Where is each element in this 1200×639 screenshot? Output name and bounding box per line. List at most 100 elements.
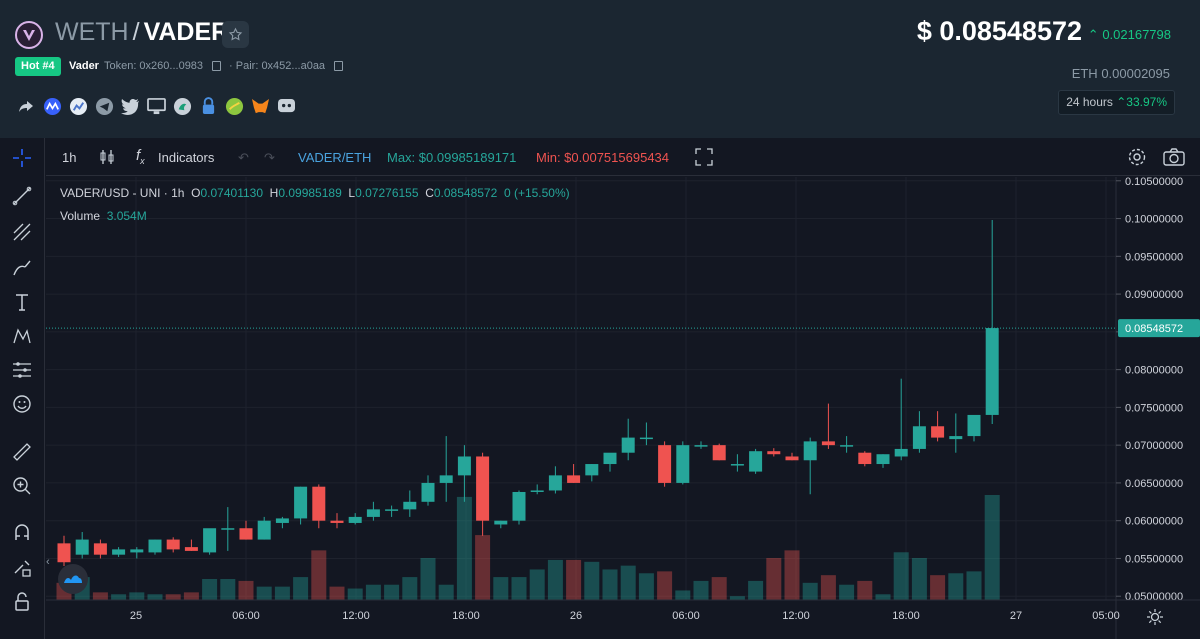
volume-bar	[92, 592, 108, 600]
legend-open: 0.07401130	[200, 186, 263, 200]
volume-bar	[293, 577, 309, 600]
chart-toolbar: 1h fx Indicators ↶ ↷ VADER/ETH Max: $0.0…	[46, 138, 1200, 176]
hot-badge[interactable]: Hot #4	[15, 57, 61, 76]
text-tool-icon[interactable]	[10, 290, 34, 314]
price-axis[interactable]: 0.10500000 0.10000000 0.09500000 0.09000000…	[1115, 177, 1200, 639]
candle-body	[275, 518, 289, 523]
price-chart[interactable]: 0.10500000 0.10000000 0.09500000 0.09000000…	[46, 177, 1200, 639]
candle-body	[585, 464, 599, 476]
candle-body	[712, 445, 726, 461]
volume-bar	[475, 535, 491, 600]
legend-close: 0.08548572	[433, 186, 498, 200]
volume-bar	[748, 580, 764, 600]
volume-bar	[984, 495, 1000, 600]
x-tick-label: 06:00	[232, 610, 260, 622]
coinmarketcap-icon[interactable]	[42, 96, 62, 116]
volume-bar	[966, 571, 982, 600]
volume-bar	[438, 584, 454, 600]
legend-high: 0.09985189	[278, 186, 342, 200]
x-tick-label: 18:00	[452, 610, 480, 622]
change-24h-badge[interactable]: 24 hours ⌃33.97%	[1058, 90, 1175, 115]
volume-bar	[675, 590, 691, 600]
volume-bar	[547, 559, 563, 600]
copy-icon[interactable]	[212, 61, 222, 71]
x-tick-label: 26	[570, 610, 582, 622]
lock-drawings-icon[interactable]	[10, 556, 34, 580]
telegram-icon[interactable]	[94, 96, 114, 116]
lock-icon[interactable]	[198, 96, 218, 116]
pair-switch-button[interactable]: VADER/ETH	[298, 150, 372, 165]
candle-body	[694, 445, 708, 447]
fullscreen-icon[interactable]	[695, 148, 713, 169]
x-tick-label: 06:00	[672, 610, 700, 622]
y-tick-label: 0.09500000	[1125, 251, 1183, 263]
volume-bar	[493, 577, 509, 600]
candle-body	[184, 547, 198, 551]
trend-line-icon[interactable]	[10, 184, 34, 208]
y-tick-label: 0.08000000	[1125, 365, 1183, 377]
y-tick-label: 0.07500000	[1125, 402, 1183, 414]
uniswap-icon[interactable]	[172, 96, 192, 116]
volume-bar	[238, 580, 254, 600]
base-symbol: WETH	[55, 18, 129, 46]
share-icon[interactable]	[16, 96, 36, 116]
auto-scale-icon[interactable]	[1146, 608, 1164, 631]
interval-button[interactable]: 1h	[62, 150, 77, 165]
volume-bar	[620, 565, 636, 600]
legend-low: 0.07276155	[355, 186, 419, 200]
fx-icon[interactable]: fx	[136, 147, 145, 166]
fib-tool-icon[interactable]	[10, 220, 34, 244]
candle-body	[949, 436, 963, 440]
ruler-icon[interactable]	[10, 440, 34, 464]
unlock-icon[interactable]	[10, 590, 34, 614]
metamask-icon[interactable]	[250, 96, 270, 116]
candle-body	[785, 456, 799, 461]
x-tick-label: 25	[130, 610, 142, 622]
twitter-icon[interactable]	[120, 96, 140, 116]
brush-icon[interactable]	[10, 256, 34, 280]
volume-bar	[347, 588, 363, 600]
candle-body	[876, 454, 890, 465]
collapse-arrow-icon[interactable]: ‹	[46, 556, 50, 568]
candle-body	[658, 445, 672, 483]
undo-icon[interactable]: ↶	[238, 150, 249, 165]
emoji-icon[interactable]	[10, 392, 34, 416]
volume-bar	[529, 569, 545, 600]
x-tick-label: 05:00	[1092, 610, 1120, 622]
pattern-icon[interactable]	[10, 324, 34, 348]
zoom-in-icon[interactable]	[10, 474, 34, 498]
website-icon[interactable]	[146, 96, 166, 116]
volume-bar	[729, 596, 745, 600]
volume-label: Volume	[60, 209, 101, 223]
coingecko-icon[interactable]	[68, 96, 88, 116]
redo-icon[interactable]: ↷	[264, 150, 275, 165]
camera-icon[interactable]	[1163, 147, 1185, 170]
current-price: $ 0.08548572	[916, 16, 1082, 46]
tradingview-logo-icon[interactable]	[58, 564, 88, 594]
x-tick-label: 12:00	[782, 610, 810, 622]
volume-value: 3.054M	[106, 209, 147, 223]
magnet-icon[interactable]	[10, 520, 34, 544]
favorite-button[interactable]	[222, 21, 249, 48]
candles-icon[interactable]	[100, 148, 114, 169]
settings-icon[interactable]	[1127, 147, 1147, 170]
candle-body	[75, 539, 89, 555]
candle-body	[840, 445, 854, 447]
indicators-button[interactable]: Indicators	[158, 150, 215, 165]
candle-body	[166, 539, 180, 550]
volume-bar	[693, 580, 709, 600]
candle-body	[494, 520, 508, 525]
prediction-icon[interactable]	[10, 358, 34, 382]
price-change: ⌃ 0.02167798	[1088, 27, 1171, 43]
drawing-toolbar	[0, 138, 45, 639]
pancake-icon[interactable]	[224, 96, 244, 116]
eth-value: 0.00002095	[1101, 66, 1170, 81]
arrow-up-icon: ⌃	[1087, 27, 1099, 42]
discord-icon[interactable]	[276, 96, 296, 116]
time-axis[interactable]: 25 06:00 12:00 18:00 26 06:00 12:00 18:00 27 05:0…	[46, 599, 1200, 622]
copy-icon[interactable]	[334, 61, 344, 71]
crosshair-icon[interactable]	[10, 146, 34, 170]
volume-legend: Volume 3.054M	[60, 209, 147, 223]
candle-body	[221, 528, 235, 530]
volume-bar	[165, 594, 181, 600]
